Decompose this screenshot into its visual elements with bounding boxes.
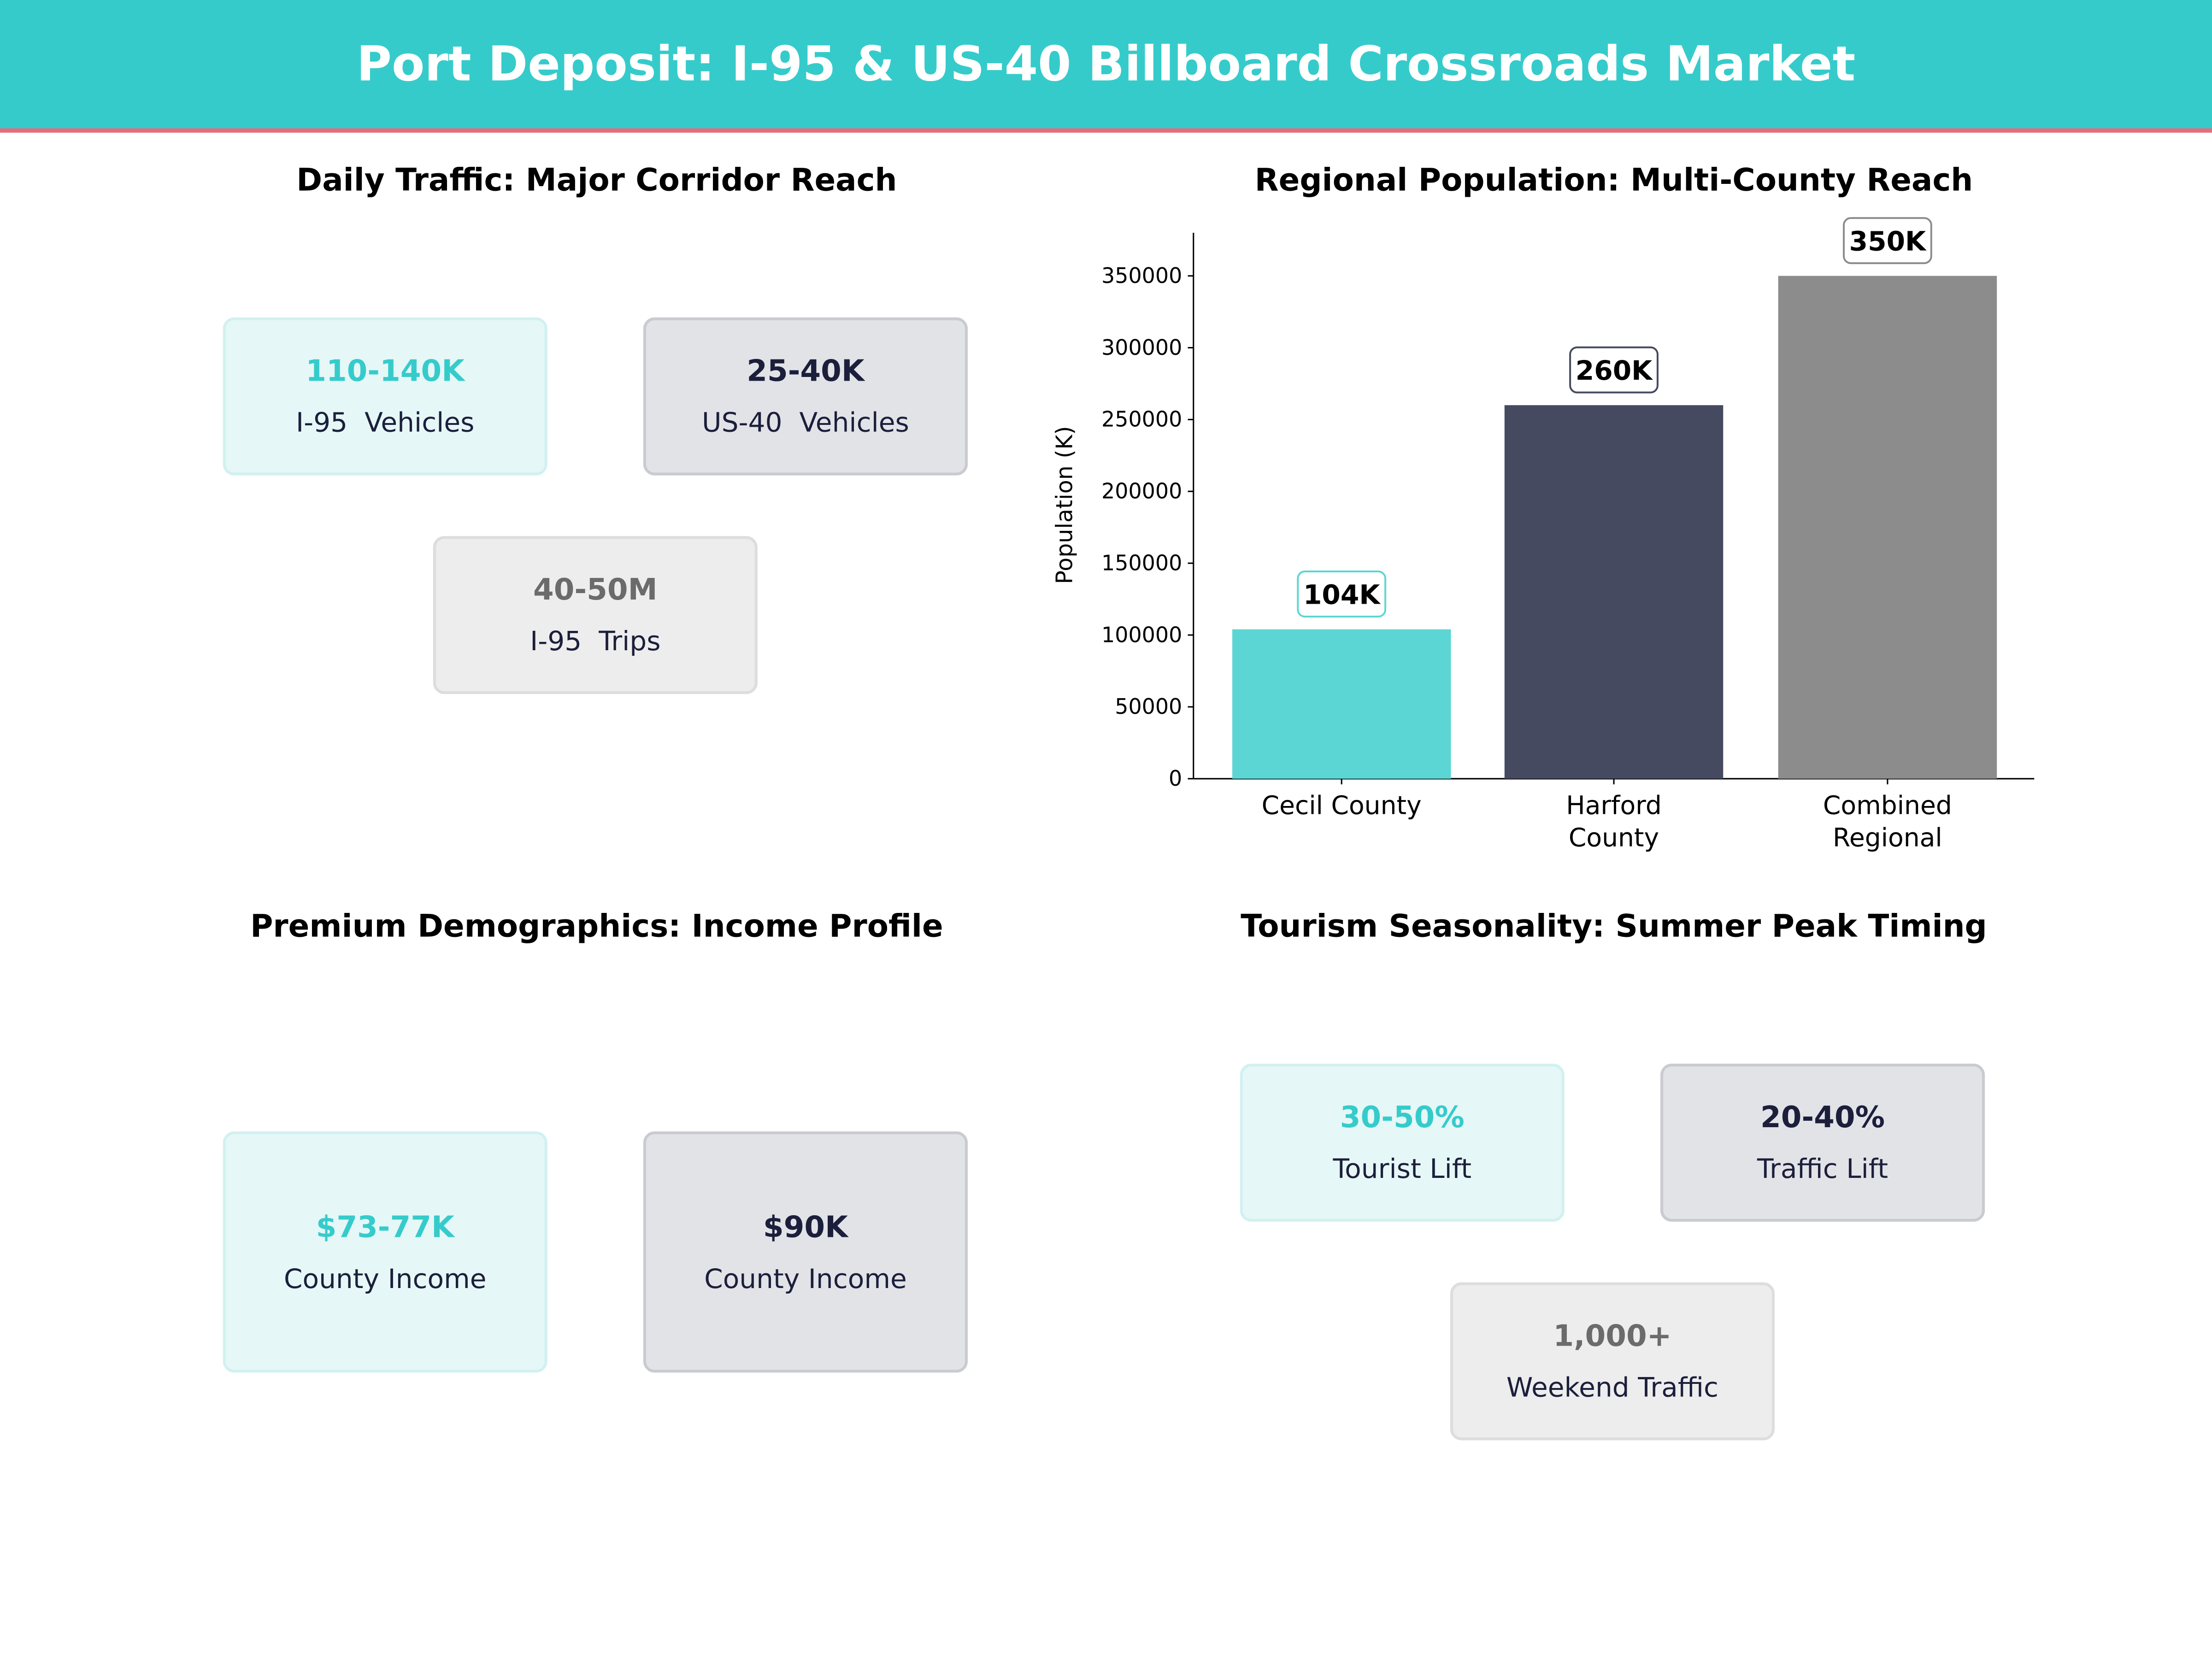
x-tick-label: Combined [1823, 790, 1952, 820]
card-value: $73-77K [316, 1209, 454, 1244]
data-label-box [1842, 217, 1932, 265]
data-label-box [1569, 346, 1659, 394]
data-label: 260K [1576, 355, 1653, 386]
tourism-card-tourist-lift: 30-50% Tourist Lift [1240, 1064, 1565, 1222]
card-value: 25-40K [747, 354, 865, 388]
y-tick-label: 100000 [1101, 622, 1182, 647]
card-value: 40-50M [533, 572, 658, 607]
data-label: 350K [1849, 226, 1927, 257]
card-label: Weekend Traffic [1506, 1372, 1718, 1404]
card-label: Traffic Lift [1757, 1154, 1888, 1185]
card-label: I-95 Trips [530, 626, 661, 658]
bar-2 [1778, 276, 1997, 779]
card-value: 1,000+ [1553, 1319, 1672, 1353]
card-label: County Income [283, 1263, 487, 1294]
data-label-box [1297, 571, 1387, 618]
y-tick-label: 250000 [1101, 407, 1182, 432]
y-tick-label: 350000 [1101, 263, 1182, 288]
traffic-card-i95-vehicles: 110-140K I-95 Vehicles [223, 317, 547, 476]
y-tick-label: 50000 [1115, 694, 1182, 719]
tourism-card-weekend-traffic: 1,000+ Weekend Traffic [1450, 1282, 1775, 1441]
x-tick-label: Regional [1833, 823, 1942, 853]
traffic-title: Daily Traffic: Major Corridor Reach [296, 164, 897, 199]
tourism-title: Tourism Seasonality: Summer Peak Timing [1241, 910, 1987, 946]
income-card-harford: $90K County Income [643, 1131, 968, 1373]
card-label: I-95 Vehicles [295, 407, 475, 439]
card-value: 30-50% [1340, 1100, 1465, 1135]
card-label: County Income [704, 1263, 907, 1294]
x-tick-label: Harford [1566, 790, 1662, 820]
card-value: 20-40% [1760, 1100, 1885, 1135]
card-label: US-40 Vehicles [702, 407, 909, 439]
tourism-card-traffic-lift: 20-40% Traffic Lift [1660, 1064, 1985, 1222]
income-card-cecil: $73-77K County Income [223, 1131, 547, 1373]
y-tick-label: 0 [1169, 766, 1182, 791]
y-tick-label: 300000 [1101, 335, 1182, 360]
card-value: 110-140K [306, 354, 465, 388]
x-tick-label: County [1569, 823, 1659, 853]
card-value: $90K [763, 1209, 848, 1244]
traffic-card-us40-vehicles: 25-40K US-40 Vehicles [643, 317, 968, 476]
y-tick-label: 200000 [1101, 479, 1182, 504]
page-title: Port Deposit: I-95 & US-40 Billboard Cro… [356, 36, 1856, 93]
demographics-title: Premium Demographics: Income Profile [250, 910, 943, 946]
traffic-card-i95-trips: 40-50M I-95 Trips [433, 536, 758, 694]
card-label: Tourist Lift [1333, 1154, 1472, 1185]
header-banner: Port Deposit: I-95 & US-40 Billboard Cro… [0, 0, 2212, 133]
bar-1 [1504, 405, 1724, 779]
x-tick-label: Cecil County [1262, 790, 1422, 820]
bar-0 [1232, 629, 1451, 779]
chart-title: Regional Population: Multi-County Reach [1254, 164, 1973, 199]
y-axis-label: Population (K) [1052, 426, 1078, 584]
data-label: 104K [1303, 579, 1381, 610]
y-tick-label: 150000 [1101, 550, 1182, 575]
